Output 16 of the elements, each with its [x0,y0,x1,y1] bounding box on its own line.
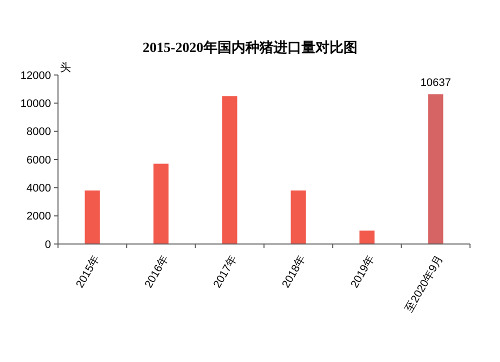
bar [222,96,238,244]
bar [359,230,375,244]
y-tick-label: 2000 [26,210,51,223]
y-axis-title: 头 [60,61,71,74]
y-tick-label: 12000 [20,70,51,82]
y-tick-label: 10000 [20,98,51,110]
y-tick-label: 0 [44,238,51,251]
bar [84,190,100,244]
y-tick-label: 6000 [26,154,51,166]
y-tick-label: 4000 [26,182,51,195]
chart-title: 2015-2020年国内种猪进口量对比图 [142,40,358,56]
bar [153,164,169,244]
data-label: 10637 [420,77,451,90]
bar [428,94,444,244]
bar [290,190,306,244]
y-tick-label: 8000 [26,126,51,138]
